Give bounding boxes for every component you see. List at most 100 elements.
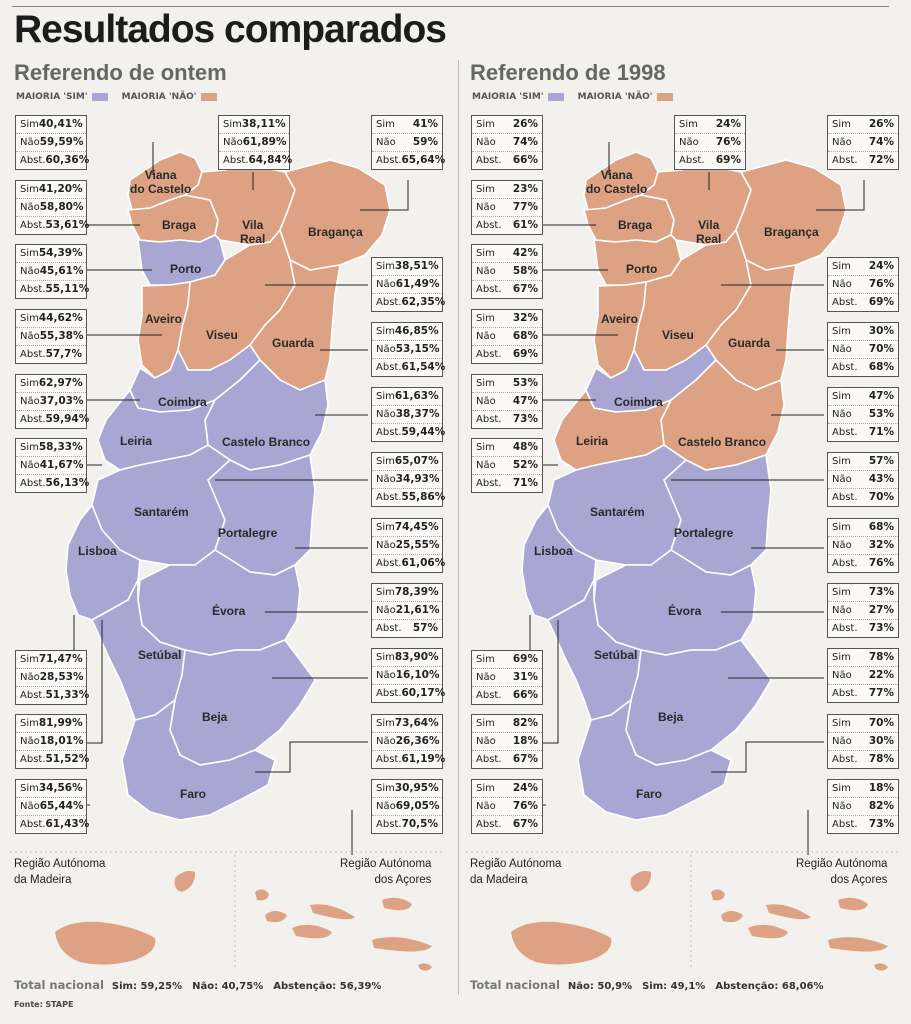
district-label: Santarém <box>134 505 189 519</box>
box-row-sim: Sim 73,64% <box>372 715 442 733</box>
row-label: Abst. <box>476 819 502 830</box>
data-box-a-ores: Sim 18% Não 82% Abst. 73% <box>827 779 899 834</box>
box-row-abst: Abst. 67% <box>472 816 542 833</box>
acores-island-2 <box>721 911 743 923</box>
row-value: 74% <box>868 136 894 148</box>
box-row-sim: Sim 32% <box>472 310 542 328</box>
data-box--vora: Sim 78,39% Não 21,61% Abst. 57% <box>371 583 443 638</box>
row-value: 76% <box>868 278 894 290</box>
row-label: Abst. <box>20 478 46 489</box>
data-box-castelo-branco: Sim 61,63% Não 38,37% Abst. 59,44% <box>371 387 445 442</box>
row-value: 25,55% <box>395 539 440 551</box>
box-row-sim: Sim 70% <box>828 715 898 733</box>
data-box-viseu: Sim 38,51% Não 61,49% Abst. 62,35% <box>371 257 445 312</box>
row-label: Não <box>20 396 40 407</box>
data-box-viana-do-castelo: Sim 26% Não 74% Abst. 66% <box>471 115 543 170</box>
row-value: 24% <box>512 782 538 794</box>
box-row-nao: Não 47% <box>472 393 542 411</box>
row-label: Sim <box>376 522 395 533</box>
box-row-nao: Não 53,15% <box>372 341 442 359</box>
box-row-nao: Não 53% <box>828 406 898 424</box>
row-label: Sim <box>476 378 495 389</box>
box-row-nao: Não 38,37% <box>372 406 442 424</box>
legend-nao-label: MAIORIA 'NÃO' <box>121 92 197 102</box>
row-label: Abst. <box>832 297 858 308</box>
district-label: Coimbra <box>158 395 207 409</box>
acores-island-1 <box>255 889 269 901</box>
row-label: Sim <box>476 119 495 130</box>
box-row-nao: Não 25,55% <box>372 537 442 555</box>
data-box-beja: Sim 78% Não 22% Abst. 77% <box>827 648 899 703</box>
box-row-nao: Não 52% <box>472 457 542 475</box>
box-row-abst: Abst. 55,86% <box>372 489 445 506</box>
box-row-nao: Não 58% <box>472 263 542 281</box>
legend-nao-swatch <box>656 93 673 101</box>
box-row-nao: Não 37,03% <box>16 393 86 411</box>
data-box-braga: Sim 23% Não 77% Abst. 61% <box>471 180 543 235</box>
row-label: Abst. <box>476 690 502 701</box>
row-value: 61,63% <box>394 390 439 402</box>
row-value: 76% <box>512 800 538 812</box>
box-row-nao: Não 18% <box>472 733 542 751</box>
row-value: 70,5% <box>401 818 438 830</box>
row-value: 60,36% <box>45 154 90 166</box>
row-label: Não <box>476 736 496 747</box>
district-bragan-a <box>735 159 847 271</box>
data-box-faro: Sim 73,64% Não 26,36% Abst. 61,19% <box>371 714 445 769</box>
row-value: 31% <box>512 671 538 683</box>
data-box-set-bal: Sim 82% Não 18% Abst. 67% <box>471 714 543 769</box>
box-row-abst: Abst. 71% <box>828 424 898 441</box>
row-value: 45,61% <box>39 265 84 277</box>
row-value: 66% <box>512 689 538 701</box>
panel-divider <box>458 60 459 995</box>
row-label: Não <box>832 279 852 290</box>
row-label: Abst. <box>20 155 46 166</box>
row-value: 59,59% <box>39 136 84 148</box>
district-label: Leiria <box>576 434 609 448</box>
page-title: Resultados comparados <box>14 8 447 51</box>
row-value: 34,56% <box>38 782 83 794</box>
row-value: 68% <box>868 361 894 373</box>
legend: MAIORIA 'SIM' MAIORIA 'NÃO' <box>16 92 227 102</box>
row-value: 58,33% <box>38 441 83 453</box>
box-row-abst: Abst. 66% <box>472 152 542 169</box>
row-value: 26,36% <box>395 735 440 747</box>
district-label: Aveiro <box>601 312 638 326</box>
acores-title: Região Autónoma dos Açores <box>796 858 888 886</box>
row-value: 57% <box>868 455 894 467</box>
row-value: 41% <box>412 118 438 130</box>
row-value: 24% <box>868 260 894 272</box>
row-value: 68% <box>868 521 894 533</box>
row-value: 61,89% <box>242 136 287 148</box>
box-row-abst: Abst. 76% <box>828 555 898 572</box>
row-label: Abst. <box>832 155 858 166</box>
row-value: 55,11% <box>45 283 90 295</box>
box-row-abst: Abst. 51,52% <box>16 751 89 768</box>
row-value: 51,33% <box>45 689 90 701</box>
row-label: Não <box>20 801 40 812</box>
box-row-abst: Abst. 69% <box>472 346 542 363</box>
box-row-nao: Não 69,05% <box>372 798 442 816</box>
box-row-abst: Abst. 73% <box>828 816 898 833</box>
district-label: Guarda <box>728 336 771 350</box>
row-label: Não <box>832 670 852 681</box>
acores-island-4 <box>766 904 811 920</box>
madeira-island <box>511 921 612 965</box>
acores-island-1 <box>711 889 725 901</box>
box-row-sim: Sim 30% <box>828 323 898 341</box>
row-label: Não <box>476 396 496 407</box>
row-label: Não <box>476 202 496 213</box>
district-label: Viseu <box>662 328 694 342</box>
box-row-sim: Sim 24% <box>828 258 898 276</box>
box-row-abst: Abst. 53,61% <box>16 217 89 234</box>
box-row-sim: Sim 53% <box>472 375 542 393</box>
row-label: Não <box>476 266 496 277</box>
row-value: 61% <box>512 219 538 231</box>
row-label: Sim <box>832 783 851 794</box>
district-label: Santarém <box>590 505 645 519</box>
row-value: 61,49% <box>395 278 440 290</box>
row-label: Abst. <box>376 427 402 438</box>
box-row-sim: Sim 41% <box>372 116 442 134</box>
district-label: Castelo Branco <box>222 435 311 449</box>
row-value: 59% <box>412 136 438 148</box>
